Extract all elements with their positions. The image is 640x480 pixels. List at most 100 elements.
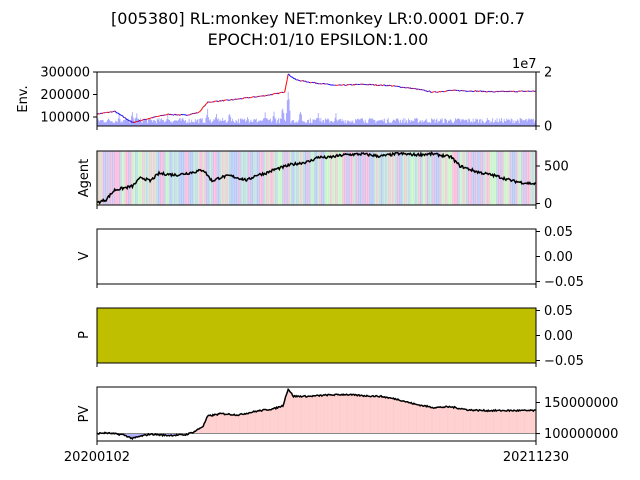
action-band (524, 151, 528, 205)
env-secondary-ytick-2: 2 (544, 66, 552, 81)
action-band (288, 151, 292, 205)
pv-profit-area (417, 404, 419, 434)
pv-profit-area (529, 409, 531, 434)
pv-profit-area (455, 407, 457, 434)
action-band (228, 151, 232, 205)
pv-profit-area (283, 400, 285, 434)
price-candle-down (477, 90, 479, 92)
pv-profit-area (231, 414, 233, 434)
pv-profit-area (409, 402, 411, 434)
pv-profit-area (464, 409, 466, 434)
pv-profit-area (258, 410, 259, 434)
action-band (262, 151, 266, 205)
price-candle-down (219, 100, 222, 102)
value-ytick-1: 0.00 (544, 250, 573, 265)
price-candle-down (353, 84, 355, 86)
pv-profit-area (514, 410, 516, 434)
action-band (172, 151, 176, 205)
pv-profit-area (234, 414, 236, 434)
pv-profit-area (530, 409, 532, 434)
price-candle-down (124, 117, 127, 120)
price-candle-up (134, 121, 137, 123)
pv-profit-area (235, 415, 237, 434)
price-candle-up (278, 92, 280, 95)
pv-profit-area (460, 408, 462, 434)
price-candle-down (174, 113, 177, 116)
action-band (310, 151, 314, 205)
pv-profit-area (389, 397, 390, 434)
pv-profit-area (418, 404, 420, 434)
pv-profit-area (356, 394, 358, 434)
pv-profit-area (261, 410, 263, 434)
pv-profit-area (427, 405, 429, 434)
pv-profit-area (377, 396, 379, 434)
pv-profit-area (282, 403, 284, 434)
pv-profit-area (271, 408, 273, 434)
price-candle-down (390, 85, 393, 87)
action-band (173, 151, 177, 205)
pv-profit-area (380, 395, 382, 434)
action-band (432, 151, 436, 205)
pv-profit-area (475, 409, 477, 434)
action-band (529, 151, 533, 205)
pv-profit-area (520, 410, 522, 434)
action-band (380, 151, 384, 205)
action-band (439, 151, 443, 205)
price-candle-down (288, 74, 291, 77)
action-band (520, 151, 524, 205)
action-band (327, 151, 331, 205)
action-band (287, 151, 291, 205)
action-band (423, 151, 427, 205)
price-candle-down (488, 90, 491, 93)
action-band (170, 151, 174, 205)
pv-profit-area (508, 410, 510, 434)
pv-profit-area (335, 394, 337, 434)
pv-profit-area (412, 403, 413, 434)
pv-profit-area (225, 414, 227, 434)
action-band (180, 151, 184, 205)
pv-profit-area (365, 396, 367, 434)
price-candle-up (166, 113, 169, 116)
axes-frame (96, 386, 537, 442)
action-band (414, 151, 418, 205)
x-tick-label-end: 20211230 (503, 450, 569, 465)
pv-profit-area (321, 395, 323, 434)
pv-profit-area (440, 406, 442, 434)
action-band (209, 151, 213, 205)
axes-frame (96, 71, 537, 127)
pv-profit-area (329, 394, 331, 434)
pv-profit-area (435, 407, 437, 434)
action-band (202, 151, 206, 205)
price-candle-up (303, 80, 306, 83)
action-band (464, 151, 468, 205)
pv-profit-area (362, 395, 364, 434)
pv-profit-area (312, 395, 313, 434)
pv-profit-area (521, 410, 523, 434)
pv-profit-area (307, 396, 309, 434)
pv-profit-area (424, 405, 426, 434)
action-band (496, 151, 500, 205)
action-band (303, 151, 307, 205)
pv-profit-area (532, 410, 534, 434)
pv-profit-area (449, 406, 451, 434)
pv-profit-area (428, 406, 429, 434)
action-band (434, 151, 438, 205)
pv-profit-area (264, 409, 266, 434)
agent-stock-line (96, 151, 537, 205)
axes-frame (96, 228, 537, 285)
action-band (285, 151, 289, 205)
price-candle-up (242, 97, 245, 100)
pv-profit-area (420, 405, 422, 434)
pv-profit-area (319, 395, 321, 434)
pv-profit-area (211, 415, 213, 434)
action-band (103, 151, 107, 205)
pv-profit-area (402, 400, 404, 434)
price-candle-down (305, 81, 308, 83)
price-candle-up (249, 96, 252, 99)
action-band (313, 151, 317, 205)
price-candle-down (125, 118, 128, 121)
pv-profit-area (373, 395, 375, 434)
price-candle-down (118, 113, 121, 115)
pv-profit-area (289, 391, 291, 434)
pv-profit-area (279, 406, 281, 434)
